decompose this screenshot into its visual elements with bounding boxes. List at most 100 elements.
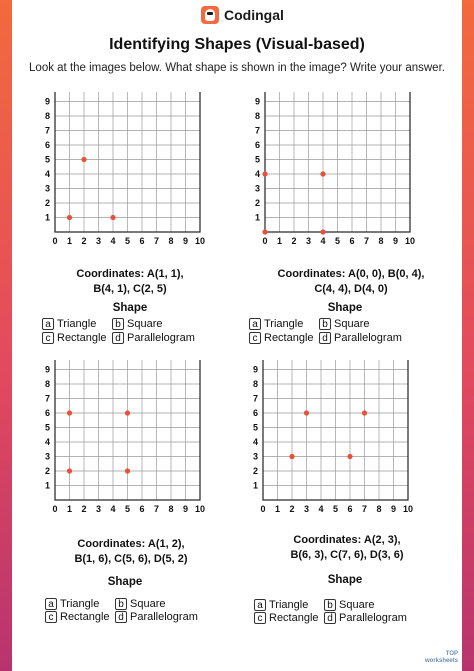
y-tick-label: 9 xyxy=(255,97,260,107)
y-tick-label: 6 xyxy=(255,140,260,150)
y-tick-label: 1 xyxy=(255,213,260,223)
checkbox-d[interactable]: d xyxy=(115,611,127,623)
option-parallelogram[interactable]: d Parallelogram xyxy=(112,332,195,344)
shape-heading: Shape xyxy=(327,302,363,314)
option-label: Triangle xyxy=(57,318,97,330)
x-tick-label: 6 xyxy=(139,504,144,514)
x-tick-label: 10 xyxy=(195,504,205,514)
x-tick-label: 2 xyxy=(291,236,296,246)
y-tick-label: 8 xyxy=(45,379,50,389)
option-label: Square xyxy=(127,318,163,330)
x-tick-label: 1 xyxy=(67,504,72,514)
x-tick-label: 6 xyxy=(349,236,354,246)
y-tick-label: 2 xyxy=(255,198,260,208)
checkbox-d[interactable]: d xyxy=(112,332,124,344)
checkbox-c[interactable]: c xyxy=(42,332,54,344)
data-point xyxy=(66,410,73,416)
option-square[interactable]: b Square xyxy=(319,318,369,330)
coordinates-text: Coordinates: A(1, 1), B(4, 1), C(2, 5) xyxy=(40,267,220,297)
x-tick-label: 1 xyxy=(67,236,72,246)
checkbox-a[interactable]: a xyxy=(42,318,54,330)
grid-frame xyxy=(54,92,201,233)
option-label: Triangle xyxy=(269,599,309,611)
coordinates-text: Coordinates: A(1, 2), B(1, 6), C(5, 6), … xyxy=(36,537,226,567)
x-tick-label: 8 xyxy=(376,504,381,514)
coordinate-grid: 01122334455667788991010 xyxy=(253,360,413,514)
option-parallelogram[interactable]: d Parallelogram xyxy=(115,611,198,623)
x-tick-label: 1 xyxy=(275,504,280,514)
x-tick-label: 3 xyxy=(96,236,101,246)
checkbox-d[interactable]: d xyxy=(319,332,331,344)
shape-heading: Shape xyxy=(112,302,148,314)
x-tick-label: 1 xyxy=(277,236,282,246)
option-label: Parallelogram xyxy=(339,612,407,624)
y-tick-label: 7 xyxy=(255,126,260,136)
x-tick-label: 7 xyxy=(154,504,159,514)
option-label: Triangle xyxy=(60,598,100,610)
option-rectangle[interactable]: c Rectangle xyxy=(249,332,314,344)
coordinates-text: Coordinates: A(2, 3), B(6, 3), C(7, 6), … xyxy=(252,533,442,563)
data-point xyxy=(303,410,310,416)
option-triangle[interactable]: a Triangle xyxy=(254,599,308,611)
y-tick-label: 2 xyxy=(253,466,258,476)
data-point xyxy=(81,156,87,163)
option-square[interactable]: b Square xyxy=(115,598,165,610)
option-triangle[interactable]: a Triangle xyxy=(45,598,99,610)
y-tick-label: 5 xyxy=(253,423,258,433)
x-tick-label: 3 xyxy=(306,236,311,246)
shape-heading: Shape xyxy=(107,576,143,588)
y-tick-label: 7 xyxy=(45,126,50,136)
x-tick-label: 9 xyxy=(183,236,188,246)
coordinate-grid: 01122334455667788991010 xyxy=(45,360,205,514)
option-label: Rectangle xyxy=(269,612,319,624)
brand-logo: Codingal xyxy=(201,6,284,24)
x-tick-label: 4 xyxy=(320,236,325,246)
checkbox-d[interactable]: d xyxy=(324,612,336,624)
coordinates-line-1: Coordinates: A(0, 0), B(0, 4), xyxy=(277,268,425,280)
checkbox-c[interactable]: c xyxy=(45,611,57,623)
y-tick-label: 6 xyxy=(253,408,258,418)
checkbox-a[interactable]: a xyxy=(249,318,261,330)
checkbox-c[interactable]: c xyxy=(254,612,266,624)
checkbox-b[interactable]: b xyxy=(324,599,336,611)
option-parallelogram[interactable]: d Parallelogram xyxy=(324,612,407,624)
option-square[interactable]: b Square xyxy=(112,318,162,330)
x-tick-label: 2 xyxy=(81,504,86,514)
data-point xyxy=(124,410,131,416)
x-tick-label: 4 xyxy=(110,236,115,246)
option-parallelogram[interactable]: d Parallelogram xyxy=(319,332,402,344)
x-tick-label: 6 xyxy=(347,504,352,514)
x-tick-label: 5 xyxy=(125,504,130,514)
coordinates-line-2: C(4, 4), D(4, 0) xyxy=(314,283,388,295)
x-tick-label: 4 xyxy=(318,504,323,514)
x-tick-label: 9 xyxy=(393,236,398,246)
checkbox-b[interactable]: b xyxy=(115,598,127,610)
x-tick-label: 8 xyxy=(168,236,173,246)
option-rectangle[interactable]: c Rectangle xyxy=(42,332,107,344)
option-rectangle[interactable]: c Rectangle xyxy=(45,611,110,623)
y-tick-label: 9 xyxy=(253,365,258,375)
y-tick-label: 8 xyxy=(255,111,260,121)
grid-frame xyxy=(264,92,411,233)
y-tick-label: 6 xyxy=(45,140,50,150)
data-point xyxy=(66,214,73,221)
x-tick-label: 4 xyxy=(110,504,115,514)
option-rectangle[interactable]: c Rectangle xyxy=(254,612,319,624)
option-square[interactable]: b Square xyxy=(324,599,374,611)
checkbox-b[interactable]: b xyxy=(112,318,124,330)
x-tick-label: 10 xyxy=(403,504,413,514)
grid-frame xyxy=(262,360,409,501)
x-tick-label: 3 xyxy=(304,504,309,514)
checkbox-b[interactable]: b xyxy=(319,318,331,330)
option-triangle[interactable]: a Triangle xyxy=(249,318,303,330)
instructions: Look at the images below. What shape is … xyxy=(29,62,445,74)
data-point xyxy=(361,410,368,416)
shape-heading: Shape xyxy=(327,574,363,586)
y-tick-label: 6 xyxy=(45,408,50,418)
checkbox-c[interactable]: c xyxy=(249,332,261,344)
checkbox-a[interactable]: a xyxy=(45,598,57,610)
coordinates-line-1: Coordinates: A(1, 1), xyxy=(76,268,184,280)
checkbox-a[interactable]: a xyxy=(254,599,266,611)
x-tick-label: 8 xyxy=(378,236,383,246)
option-triangle[interactable]: a Triangle xyxy=(42,318,96,330)
